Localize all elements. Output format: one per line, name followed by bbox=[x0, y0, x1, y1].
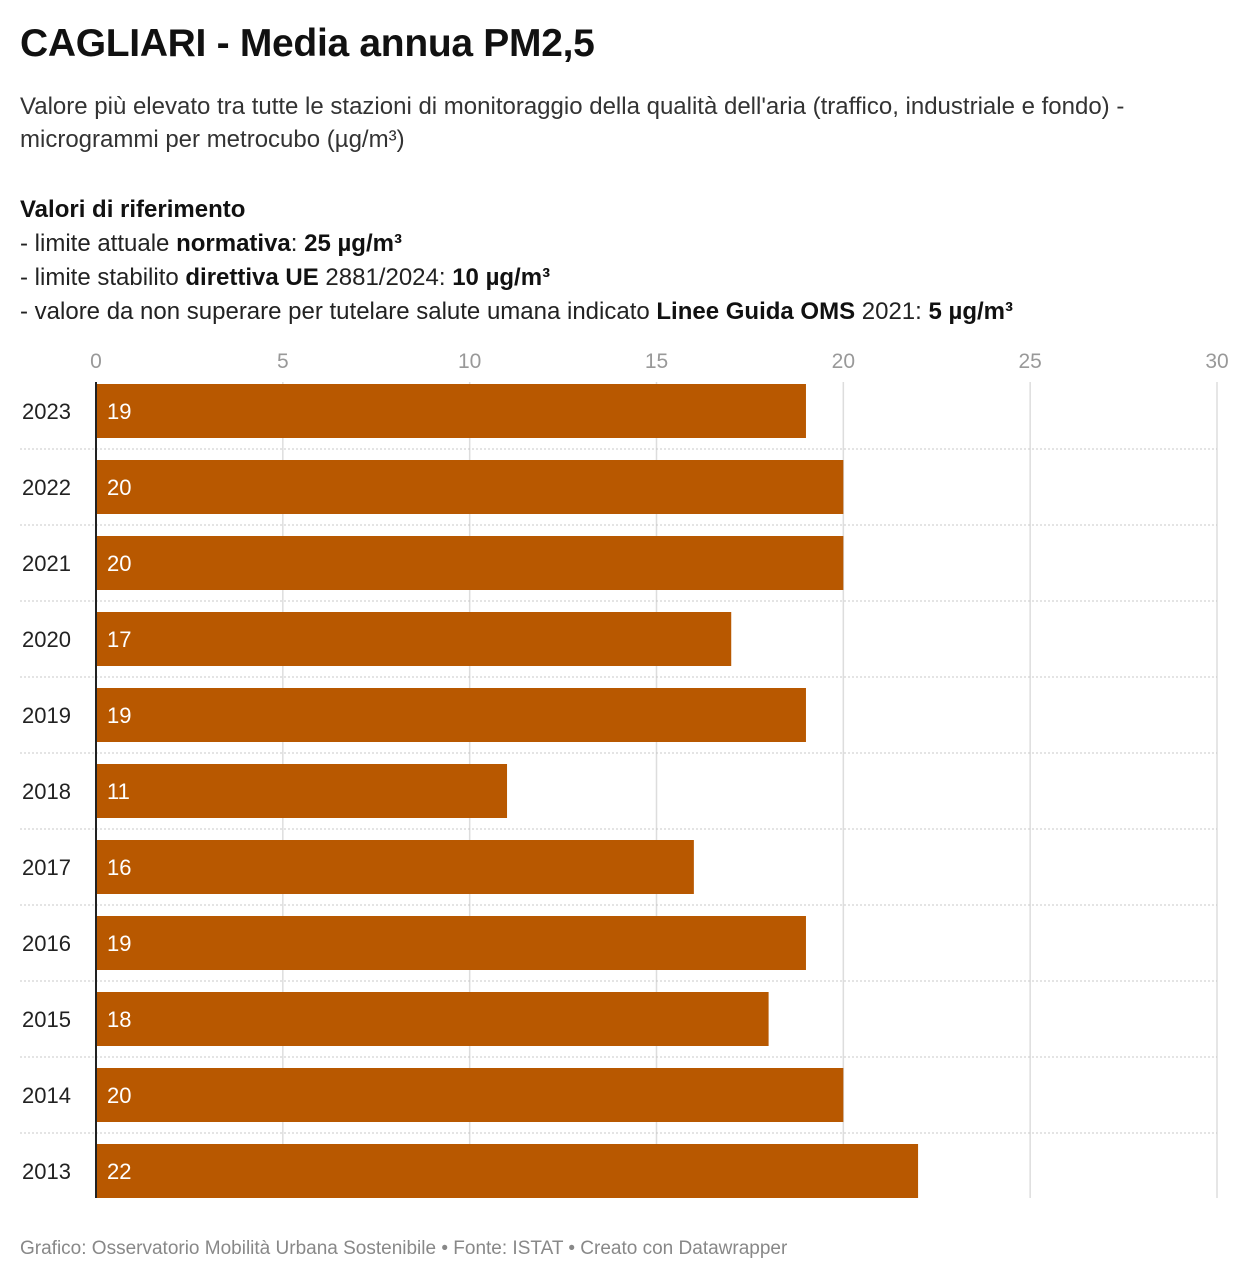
x-tick-label-0: 0 bbox=[90, 350, 102, 373]
bar-value-label-2017: 16 bbox=[107, 855, 131, 880]
reference-line-direttiva: - limite stabilito direttiva UE 2881/202… bbox=[20, 264, 551, 291]
bar-value-label-2022: 20 bbox=[107, 475, 131, 500]
x-tick-label-30: 30 bbox=[1205, 350, 1228, 373]
bar-2021 bbox=[96, 536, 844, 590]
bar-2015 bbox=[96, 992, 769, 1046]
bar-value-label-2023: 19 bbox=[107, 399, 131, 424]
bar-2019 bbox=[96, 688, 806, 742]
category-label-2022: 2022 bbox=[22, 475, 71, 500]
category-label-2016: 2016 bbox=[22, 931, 71, 956]
category-label-2020: 2020 bbox=[22, 627, 71, 652]
bar-2023 bbox=[96, 384, 806, 438]
reference-line-normativa: - limite attuale normativa: 25 µg/m³ bbox=[20, 230, 402, 257]
bar-2016 bbox=[96, 916, 806, 970]
chart-title: CAGLIARI - Media annua PM2,5 bbox=[20, 22, 595, 65]
bar-chart: 0 5 10 15 20 25 301920232020222020211720201920… bbox=[20, 350, 1229, 1198]
reference-line-oms: - valore da non superare per tutelare sa… bbox=[20, 298, 1014, 325]
bar-value-label-2019: 19 bbox=[107, 703, 131, 728]
bar-value-label-2013: 22 bbox=[107, 1159, 131, 1184]
x-tick-label-15: 15 bbox=[645, 350, 668, 373]
bar-2013 bbox=[96, 1144, 919, 1198]
bar-2017 bbox=[96, 840, 694, 894]
bar-2014 bbox=[96, 1068, 844, 1122]
category-label-2021: 2021 bbox=[22, 551, 71, 576]
bar-value-label-2016: 19 bbox=[107, 931, 131, 956]
bar-2022 bbox=[96, 460, 844, 514]
x-tick-label-25: 25 bbox=[1018, 350, 1041, 373]
reference-values: Valori di riferimento - limite attuale n… bbox=[20, 193, 1220, 329]
category-label-2015: 2015 bbox=[22, 1007, 71, 1032]
category-label-2023: 2023 bbox=[22, 399, 71, 424]
category-label-2018: 2018 bbox=[22, 779, 71, 804]
bar-value-label-2015: 18 bbox=[107, 1007, 131, 1032]
chart-subtitle: Valore più elevato tra tutte le stazioni… bbox=[20, 93, 1125, 153]
bar-2018 bbox=[96, 764, 508, 818]
category-label-2019: 2019 bbox=[22, 703, 71, 728]
category-label-2014: 2014 bbox=[22, 1083, 71, 1108]
bar-value-label-2014: 20 bbox=[107, 1083, 131, 1108]
category-label-2013: 2013 bbox=[22, 1159, 71, 1184]
bar-value-label-2021: 20 bbox=[107, 551, 131, 576]
x-tick-label-10: 10 bbox=[458, 350, 481, 373]
category-label-2017: 2017 bbox=[22, 855, 71, 880]
reference-heading: Valori di riferimento bbox=[20, 196, 246, 223]
chart-footer: Grafico: Osservatorio Mobilità Urbana So… bbox=[20, 1238, 788, 1259]
x-tick-label-5: 5 bbox=[277, 350, 289, 373]
bar-value-label-2018: 11 bbox=[107, 779, 130, 804]
bar-value-label-2020: 17 bbox=[107, 627, 131, 652]
x-tick-label-20: 20 bbox=[832, 350, 855, 373]
bar-2020 bbox=[96, 612, 732, 666]
